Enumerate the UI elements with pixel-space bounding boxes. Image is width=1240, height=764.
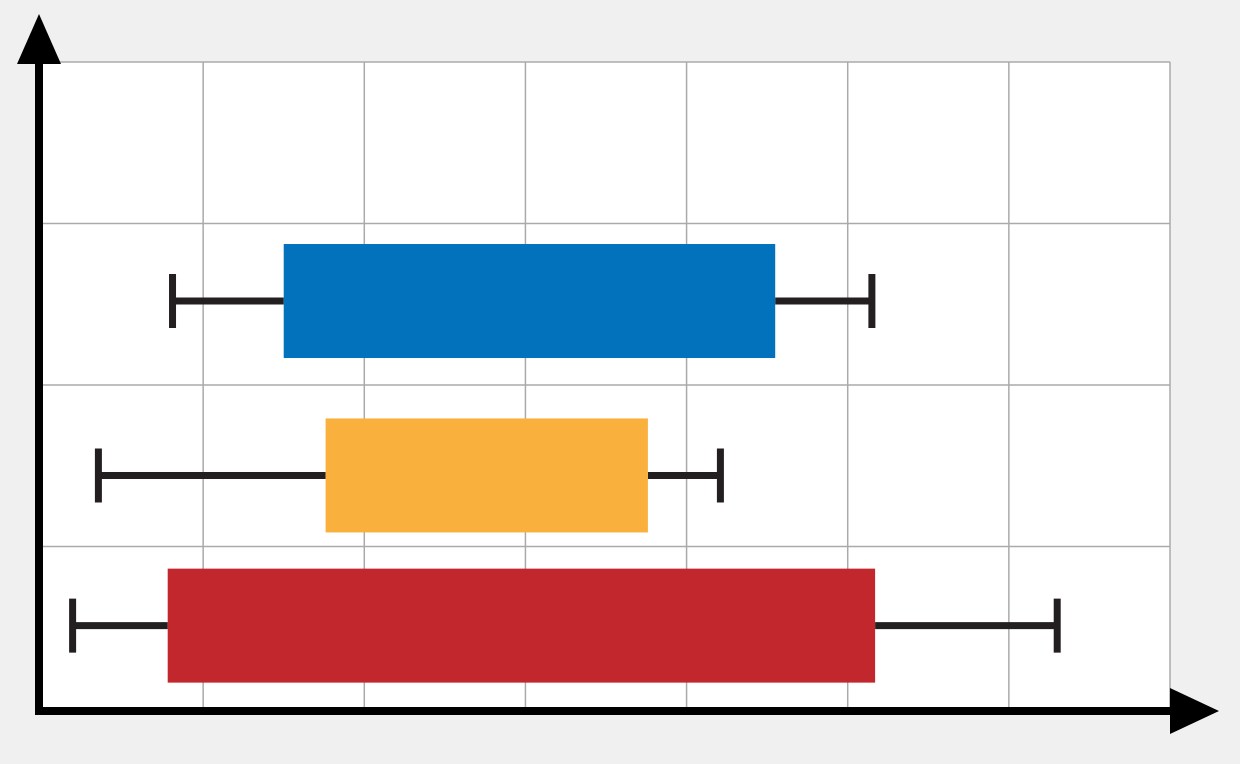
box-plot-1 bbox=[169, 244, 876, 359]
box-plot-3 bbox=[69, 568, 1061, 683]
box-interquartile bbox=[325, 418, 648, 533]
box-series bbox=[69, 244, 1061, 683]
box-plot-2 bbox=[94, 418, 724, 533]
box-interquartile bbox=[283, 244, 776, 359]
y-axis-arrow-icon bbox=[17, 14, 61, 64]
box-interquartile bbox=[167, 568, 876, 683]
x-axis-arrow-icon bbox=[1170, 688, 1219, 734]
axes bbox=[17, 14, 1219, 734]
